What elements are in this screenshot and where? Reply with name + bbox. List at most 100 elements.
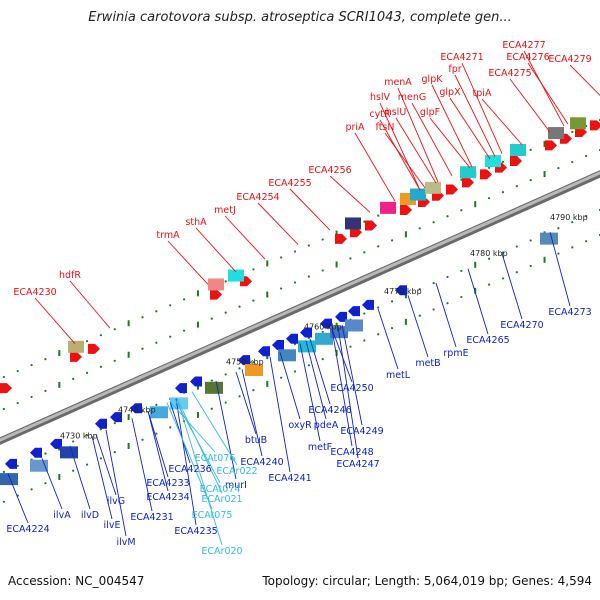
guide-dot	[169, 335, 172, 338]
reverse-gene-box	[315, 332, 333, 345]
forward-gene-label: tpiA	[473, 88, 492, 99]
forward-gene-box	[208, 278, 224, 291]
forward-gene-box	[485, 155, 501, 168]
forward-gene-label: priA	[345, 122, 365, 133]
scale-tick-label: 4790 kbp	[550, 213, 588, 222]
reverse-label-leader	[95, 434, 117, 496]
guide-tick	[543, 171, 546, 178]
forward-label-leader	[379, 119, 421, 191]
forward-gene-arrow	[365, 220, 377, 231]
reverse-gene-label: ECA4231	[130, 512, 173, 523]
guide-dot	[155, 403, 158, 407]
guide-dot	[321, 269, 324, 272]
guide-dot	[487, 197, 491, 200]
reverse-gene-arrow	[258, 346, 270, 357]
guide-tick	[404, 318, 407, 325]
forward-gene-box	[410, 188, 426, 201]
reverse-label-leader	[91, 436, 113, 520]
reverse-label-leader	[215, 380, 237, 480]
guide-dot	[44, 452, 47, 455]
guide-dot	[280, 256, 283, 259]
guide-dot	[349, 257, 352, 260]
guide-dot	[571, 221, 574, 224]
rna-gene-label: ECAt075	[192, 510, 233, 521]
guide-dot	[16, 369, 19, 373]
reverse-gene-box	[278, 349, 296, 362]
reverse-gene-box	[205, 381, 223, 394]
forward-gene-box	[425, 181, 441, 194]
reverse-gene-arrow	[300, 327, 312, 338]
guide-dot	[432, 308, 435, 311]
guide-dot	[224, 401, 227, 404]
topology-text: Topology: circular; Length: 5,064,019 bp…	[262, 574, 592, 588]
guide-dot	[30, 488, 33, 491]
guide-dot	[307, 275, 310, 278]
map-title: Erwinia carotovora subsp. atroseptica SC…	[88, 10, 512, 25]
forward-label-leader	[509, 78, 551, 133]
forward-label-leader	[289, 188, 331, 231]
guide-dot	[252, 361, 255, 364]
reverse-gene-label: metB	[415, 358, 440, 369]
rna-gene-label: ECAr021	[201, 494, 242, 505]
forward-gene-label: hslU	[386, 107, 407, 118]
forward-gene-label: ECA4255	[268, 178, 311, 189]
reverse-gene-label: ECA4246	[308, 405, 351, 416]
forward-gene-arrow	[70, 351, 82, 362]
guide-dot	[182, 298, 186, 301]
reverse-gene-label: ilvD	[81, 510, 99, 521]
guide-dot	[44, 482, 47, 485]
guide-dot	[99, 457, 103, 460]
forward-gene-label: ECA4271	[440, 52, 483, 63]
reverse-gene-label: ECA4235	[174, 526, 217, 537]
scale-tick-label: 4760 kbp	[304, 323, 342, 332]
forward-label-leader	[69, 280, 111, 329]
guide-dot	[571, 130, 574, 134]
guide-dot	[571, 246, 574, 249]
rna-label-leader	[176, 398, 223, 546]
guide-dot	[210, 317, 213, 320]
reverse-gene-arrow	[272, 339, 284, 350]
guide-dot	[238, 305, 241, 308]
forward-gene-label: cytR	[369, 109, 391, 120]
forward-gene-box	[460, 166, 476, 179]
reverse-gene-label: pdeA	[314, 420, 339, 431]
reverse-gene-label: ECA4273	[548, 307, 591, 318]
reverse-label-leader	[241, 369, 263, 457]
scale-tick-label: 4730 kbp	[60, 431, 98, 440]
forward-label-leader	[354, 132, 396, 202]
guide-tick	[335, 322, 338, 329]
guide-dot	[321, 357, 324, 361]
guide-dot	[515, 185, 518, 188]
forward-gene-arrow	[480, 169, 492, 180]
reverse-label-leader	[549, 232, 571, 307]
forward-gene-label: ECA4275	[488, 68, 531, 79]
guide-tick	[335, 261, 338, 268]
scale-tick-label: 4750 kbp	[226, 357, 264, 366]
guide-dot	[210, 407, 213, 410]
reverse-label-leader	[269, 356, 291, 473]
guide-dot	[2, 407, 5, 411]
guide-dot	[529, 148, 532, 151]
guide-dot	[363, 251, 366, 254]
reverse-gene-label: ilvA	[53, 510, 71, 521]
forward-gene-label: ECA4256	[308, 165, 351, 176]
rna-gene-label: ECAr022	[216, 466, 257, 477]
guide-dot	[529, 264, 532, 268]
rna-label-leader	[169, 401, 216, 453]
guide-tick	[543, 140, 546, 147]
guide-dot	[44, 389, 47, 393]
reverse-label-leader	[331, 329, 353, 447]
forward-gene-label: ECA4254	[236, 192, 279, 203]
guide-dot	[418, 227, 421, 230]
guide-dot	[515, 271, 518, 274]
guide-dot	[293, 370, 297, 373]
guide-dot	[432, 221, 435, 224]
guide-dot	[390, 239, 394, 242]
forward-label-leader	[379, 102, 421, 191]
guide-dot	[460, 295, 463, 299]
guide-dot	[446, 275, 449, 279]
reverse-gene-arrow	[110, 412, 122, 423]
reverse-label-leader	[299, 343, 321, 442]
guide-dot	[501, 160, 505, 163]
guide-tick	[127, 320, 130, 327]
